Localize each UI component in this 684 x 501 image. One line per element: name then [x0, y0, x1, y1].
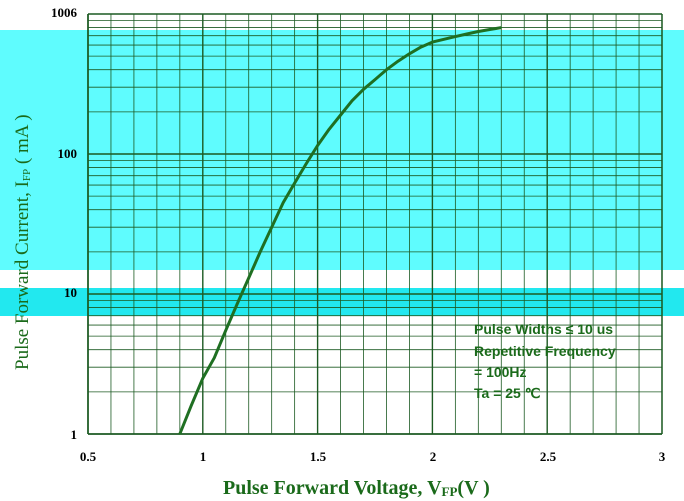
chart-marks — [178, 26, 503, 435]
data-point — [282, 201, 285, 204]
y-tick-label: 100 — [58, 146, 78, 161]
y-tick-label: 1 — [71, 427, 78, 442]
data-point — [489, 28, 491, 31]
note-frequency-value: = 100Hz — [474, 364, 527, 380]
x-tick-label: 1.5 — [310, 449, 327, 464]
data-point — [225, 329, 227, 332]
x-tick-label: 3 — [659, 449, 666, 464]
data-point — [179, 433, 181, 435]
chart-grid — [87, 13, 663, 435]
x-tick-label: 2 — [430, 449, 437, 464]
data-point — [420, 46, 422, 48]
data-point — [385, 68, 388, 71]
note-rep-frequency: Repetitive Frequency — [474, 343, 616, 359]
data-point — [328, 128, 330, 131]
data-point — [293, 182, 296, 184]
data-point — [477, 30, 480, 33]
cyan-band-top — [0, 30, 684, 270]
x-axis-title: Pulse Forward Voltage, VFP(V ) — [223, 477, 490, 499]
y-axis-title-unit: ( mA ) — [12, 114, 33, 168]
data-point — [213, 357, 216, 359]
conditions-legend: Pulse Widths ≤ 10 us Repetitive Frequenc… — [474, 321, 616, 401]
x-tick-label: 0.5 — [80, 449, 97, 464]
data-point — [270, 226, 273, 228]
data-point — [431, 41, 434, 43]
data-point — [236, 303, 238, 305]
data-point — [351, 100, 353, 102]
white-strip — [0, 0, 684, 30]
x-tick-label: 2.5 — [540, 449, 557, 464]
y-axis-title-sub: FP — [21, 169, 33, 181]
data-point — [339, 114, 342, 116]
data-point — [374, 78, 376, 81]
data-point — [190, 404, 193, 407]
data-point — [397, 60, 399, 62]
data-point — [362, 88, 365, 91]
data-point — [202, 377, 204, 380]
y-tick-labels: 1 10 100 1006 — [51, 5, 78, 442]
y-axis-title: Pulse Forward Current, IFP ( mA ) — [12, 114, 33, 370]
note-pulse-width: Pulse Widths ≤ 10 us — [474, 321, 613, 337]
data-point — [305, 163, 307, 165]
x-axis-title-main: Pulse Forward Voltage, V — [223, 477, 442, 499]
y-axis-title-main: Pulse Forward Current, I — [12, 181, 33, 370]
data-point — [316, 144, 319, 147]
data-point — [408, 53, 411, 55]
x-axis-title-unit: (V ) — [457, 477, 489, 499]
data-point — [466, 33, 468, 35]
x-tick-label: 1 — [200, 449, 207, 464]
x-tick-labels: 0.5 1 1.5 2 2.5 3 — [80, 449, 666, 464]
y-tick-label: 1006 — [51, 5, 78, 20]
y-tick-label: 10 — [64, 285, 77, 300]
note-temperature: Ta = 25 ℃ — [474, 385, 541, 401]
data-point — [247, 277, 250, 279]
cyan-band-mid — [0, 288, 684, 316]
data-point — [259, 251, 262, 253]
data-point — [454, 35, 457, 38]
x-axis-title-sub: FP — [442, 484, 458, 499]
data-point — [443, 38, 445, 41]
data-point — [500, 26, 503, 29]
